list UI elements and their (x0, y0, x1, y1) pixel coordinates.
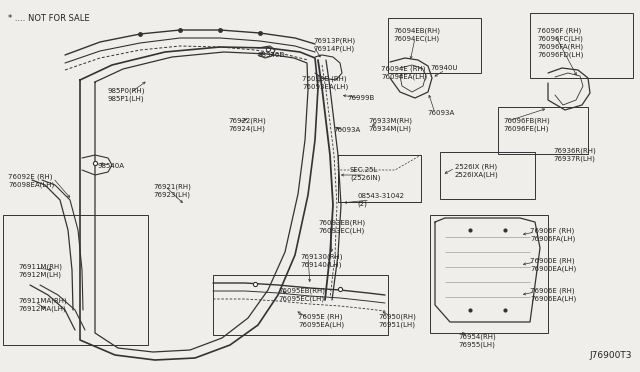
Text: 76900E (RH)
76900EA(LH): 76900E (RH) 76900EA(LH) (530, 258, 576, 273)
Text: 76093EB(RH)
76093EC(LH): 76093EB(RH) 76093EC(LH) (318, 220, 365, 234)
Text: 2526lX (RH)
2526lXA(LH): 2526lX (RH) 2526lXA(LH) (455, 163, 499, 177)
Text: 76096F (RH)
76096FC(LH)
76096FA(RH)
76096FD(LH): 76096F (RH) 76096FC(LH) 76096FA(RH) 7609… (537, 28, 584, 58)
Bar (430, 215, 548, 333)
Text: 76093A: 76093A (427, 110, 454, 116)
Text: 76093A: 76093A (333, 127, 360, 133)
Bar (498, 107, 588, 154)
Text: 76906F (RH)
76906FA(LH): 76906F (RH) 76906FA(LH) (530, 228, 575, 243)
Text: 76095E (RH)
76095EA(LH): 76095E (RH) 76095EA(LH) (298, 313, 344, 327)
Text: 985P0(RH)
985P1(LH): 985P0(RH) 985P1(LH) (108, 88, 145, 103)
Bar (530, 13, 633, 78)
Text: 769130(RH)
769140(LH): 769130(RH) 769140(LH) (300, 253, 342, 267)
Text: * .... NOT FOR SALE: * .... NOT FOR SALE (8, 14, 90, 23)
Text: 76911MA(RH)
76912MA(LH): 76911MA(RH) 76912MA(LH) (18, 298, 67, 312)
Text: 76940U: 76940U (430, 65, 458, 71)
Text: 76913P(RH)
76914P(LH): 76913P(RH) 76914P(LH) (313, 38, 355, 52)
Bar (213, 275, 388, 335)
Text: 08543-31042
(2): 08543-31042 (2) (357, 193, 404, 207)
Bar (338, 155, 421, 202)
Text: 76921(RH)
76923(LH): 76921(RH) 76923(LH) (153, 183, 191, 198)
Text: 76092E (RH)
76098EA(LH): 76092E (RH) 76098EA(LH) (8, 173, 54, 187)
Text: 76094E (RH)
76094EA(LH): 76094E (RH) 76094EA(LH) (381, 65, 427, 80)
Text: 76999B: 76999B (347, 95, 374, 101)
Bar (3, 215, 148, 345)
Text: 98340D: 98340D (258, 52, 285, 58)
Text: 76094EB(RH)
76094EC(LH): 76094EB(RH) 76094EC(LH) (393, 28, 440, 42)
Text: SEC.25L
(2526lN): SEC.25L (2526lN) (350, 167, 380, 181)
Text: 76922(RH)
76924(LH): 76922(RH) 76924(LH) (228, 118, 266, 132)
Text: 76936R(RH)
76937R(LH): 76936R(RH) 76937R(LH) (553, 148, 596, 163)
Text: 76911M(RH)
76912M(LH): 76911M(RH) 76912M(LH) (18, 263, 62, 278)
Bar (440, 152, 535, 199)
Text: 76906E (RH)
76906EA(LH): 76906E (RH) 76906EA(LH) (530, 288, 576, 302)
Text: 76095EB(RH)
76095EC(LH): 76095EB(RH) 76095EC(LH) (278, 288, 325, 302)
Text: 76950(RH)
76951(LH): 76950(RH) 76951(LH) (378, 313, 416, 327)
Text: J76900T3: J76900T3 (589, 351, 632, 360)
Text: 98540A: 98540A (98, 163, 125, 169)
Bar (388, 18, 481, 73)
Text: 76096FB(RH)
76096FE(LH): 76096FB(RH) 76096FE(LH) (503, 118, 550, 132)
Text: 76933M(RH)
76934M(LH): 76933M(RH) 76934M(LH) (368, 118, 412, 132)
Text: 76954(RH)
76955(LH): 76954(RH) 76955(LH) (458, 333, 496, 347)
Text: 76093E (RH)
76093EA(LH): 76093E (RH) 76093EA(LH) (302, 75, 348, 90)
